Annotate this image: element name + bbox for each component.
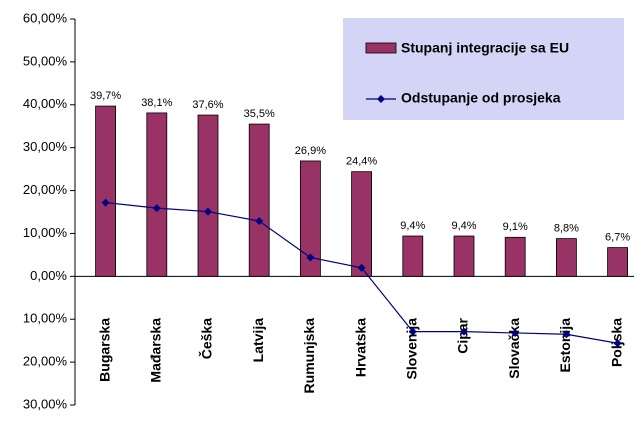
x-tick-label: Češka [198, 318, 215, 359]
line-marker [204, 207, 212, 216]
y-tick-label: 10,00% [23, 311, 68, 326]
legend-swatch [365, 42, 397, 54]
line-marker [613, 339, 622, 348]
data-label: 26,9% [295, 145, 326, 157]
data-label: 35,5% [244, 108, 275, 120]
legend-label: Odstupanje od prosjeka [401, 90, 561, 106]
bar [197, 114, 219, 277]
x-tick-label: Estonija [557, 318, 573, 373]
y-tick-label: 30,00% [23, 396, 68, 411]
bar [453, 235, 475, 277]
bar [95, 105, 116, 277]
y-tick-label: 0,00% [30, 268, 67, 283]
data-label: 39,7% [90, 90, 121, 102]
line-marker [460, 327, 468, 336]
data-label: 37,6% [192, 99, 223, 111]
line-marker [152, 204, 161, 213]
legend-box [343, 18, 624, 120]
y-tick-label: 20,00% [23, 182, 68, 197]
bar [556, 238, 577, 277]
x-tick-label: Latvija [250, 318, 266, 363]
line-marker [511, 328, 520, 337]
data-label: 8,8% [554, 222, 579, 234]
x-tick-label: Hrvatska [352, 318, 368, 377]
data-label: 9,4% [400, 220, 425, 232]
data-label: 9,1% [503, 221, 528, 233]
x-tick-label: Slovenija [404, 318, 420, 380]
y-tick-label: 30,00% [23, 139, 68, 154]
line-marker [408, 327, 417, 336]
data-label: 6,7% [605, 232, 630, 244]
x-tick-label: Bugarska [96, 318, 112, 382]
line-marker [357, 263, 366, 272]
line-marker [562, 330, 571, 339]
bar [248, 123, 270, 277]
legend-marker [377, 95, 385, 103]
y-tick-label: 50,00% [23, 53, 68, 68]
x-tick-label: Mađarska [148, 318, 164, 383]
x-tick-label: Rumunjska [301, 318, 317, 394]
line-marker [255, 217, 264, 226]
y-tick-label: 40,00% [23, 96, 68, 111]
data-label: 38,1% [141, 97, 172, 109]
bar [402, 235, 424, 277]
y-tick-label: 60,00% [23, 10, 68, 25]
y-tick-label: 10,00% [23, 225, 68, 240]
x-tick-label: Slovačka [506, 318, 522, 379]
bar [504, 236, 526, 277]
line-marker [101, 198, 110, 207]
bar [299, 160, 321, 277]
line-marker [306, 253, 315, 262]
bar [351, 171, 373, 277]
x-tick-label: Cipar [455, 317, 471, 353]
bar [607, 247, 628, 277]
bar [146, 112, 168, 277]
data-label: 9,4% [451, 220, 476, 232]
y-tick-label: 20,00% [23, 354, 68, 369]
data-label: 24,4% [346, 156, 377, 168]
legend-label: Stupanj integracije sa EU [401, 40, 569, 56]
